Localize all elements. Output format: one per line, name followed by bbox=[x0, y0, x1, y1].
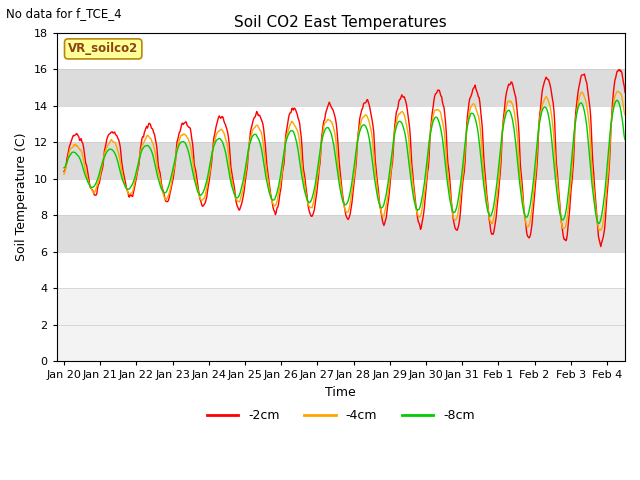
Title: Soil CO2 East Temperatures: Soil CO2 East Temperatures bbox=[234, 15, 447, 30]
Legend: -2cm, -4cm, -8cm: -2cm, -4cm, -8cm bbox=[202, 404, 480, 427]
Bar bbox=[57, 215, 625, 252]
Y-axis label: Soil Temperature (C): Soil Temperature (C) bbox=[15, 132, 28, 261]
Bar bbox=[57, 288, 625, 361]
X-axis label: Time: Time bbox=[326, 386, 356, 399]
Text: VR_soilco2: VR_soilco2 bbox=[68, 42, 138, 55]
Bar bbox=[57, 69, 625, 106]
Bar bbox=[57, 142, 625, 179]
Text: No data for f_TCE_4: No data for f_TCE_4 bbox=[6, 7, 122, 20]
